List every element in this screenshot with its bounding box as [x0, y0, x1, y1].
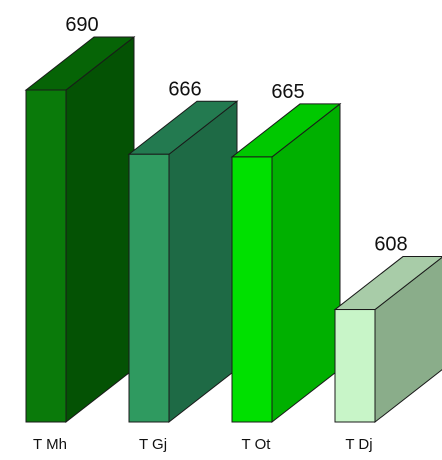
- bar-side-t-gj: [168, 100, 238, 424]
- category-label-t-ot: T Ot: [242, 436, 272, 453]
- bar-t-ot: [230, 102, 342, 424]
- category-label-t-gj: T Gj: [139, 436, 167, 453]
- bar-side-t-ot: [271, 102, 341, 424]
- bar-front-t-gj: [128, 153, 170, 423]
- value-label-t-gj: 666: [168, 78, 201, 100]
- category-label-t-mh: T Mh: [33, 436, 67, 453]
- bars-group: [24, 35, 442, 424]
- value-label-t-ot: 665: [271, 81, 304, 103]
- category-labels-group: T Mh T Gj T Ot T Dj: [33, 436, 373, 453]
- bar-t-gj: [127, 100, 239, 424]
- bar-side-t-mh: [65, 35, 135, 424]
- bar-front-t-mh: [25, 89, 67, 423]
- bar-t-dj: [333, 256, 442, 424]
- value-labels-group: 690 666 665 608: [65, 14, 407, 256]
- bar-t-mh: [24, 35, 136, 424]
- value-label-t-mh: 690: [65, 14, 98, 36]
- value-label-t-dj: 608: [374, 234, 407, 256]
- category-label-t-dj: T Dj: [345, 436, 372, 453]
- bar-front-t-dj: [334, 309, 376, 423]
- bar-front-t-ot: [231, 156, 273, 423]
